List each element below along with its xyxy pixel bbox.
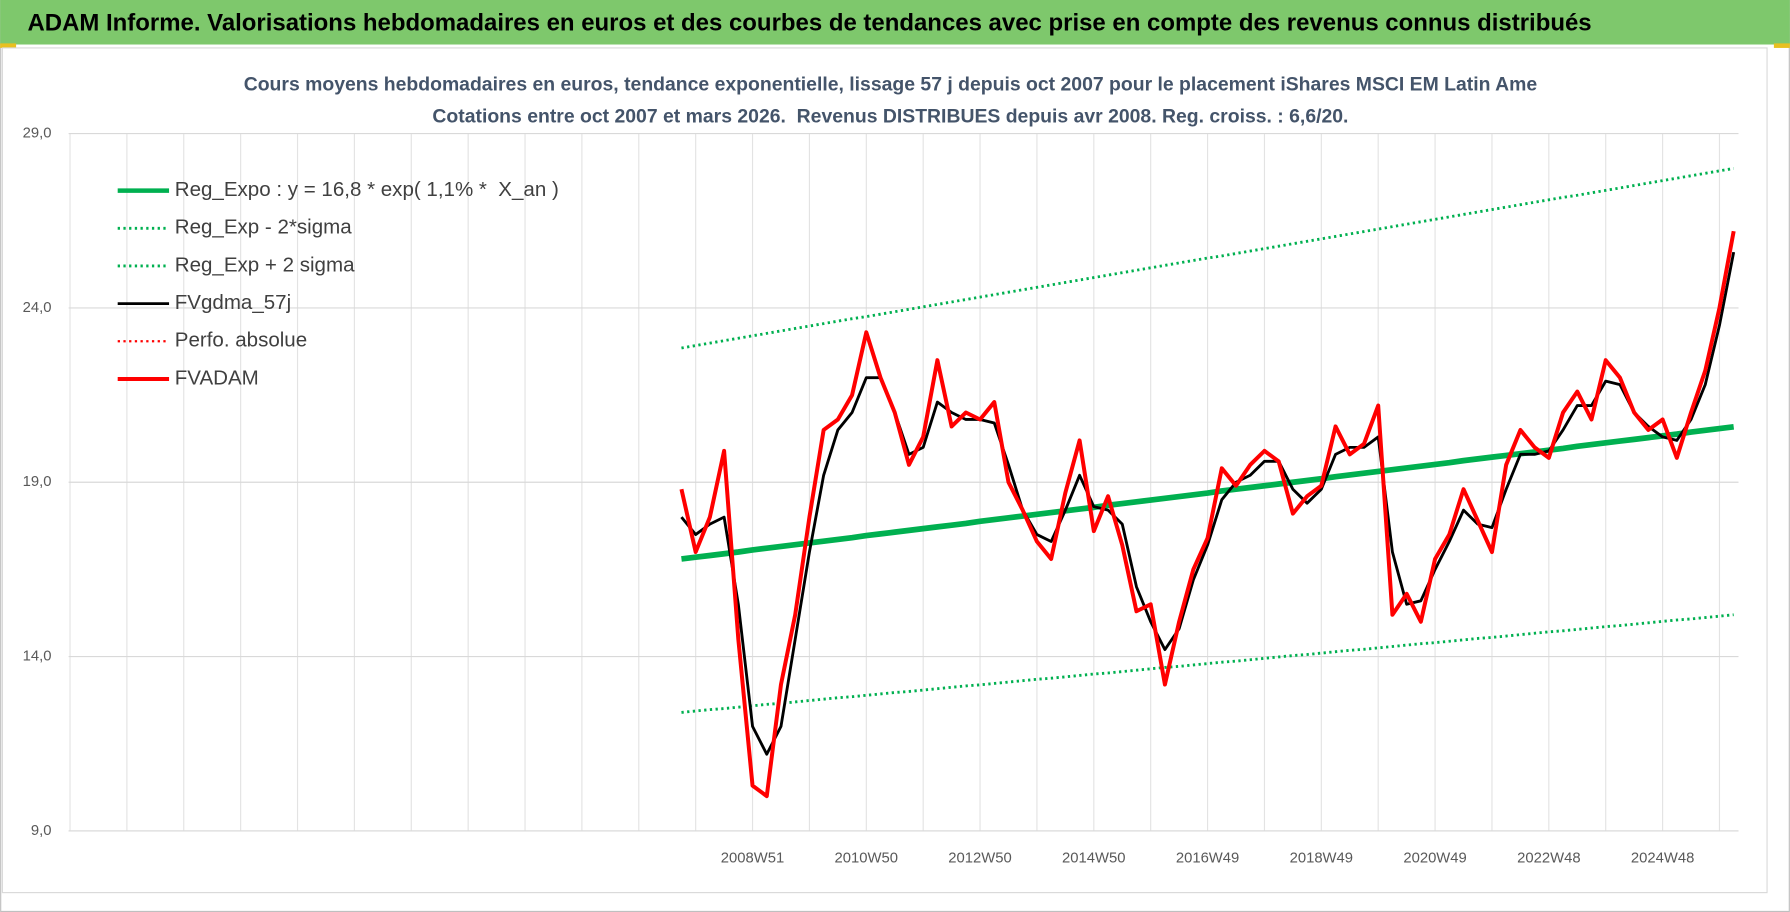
legend-label: Reg_Exp + 2 sigma [175,253,355,276]
grid: 9,0 14,0 19,0 24,0 29,0 2008W51 2010W50 2012W50… [23,125,1739,866]
legend-label: Reg_Expo : y = 16,8 * exp( 1,1% * X_an ) [175,178,559,201]
header-title: ADAM Informe. Valorisations hebdomadaire… [28,9,1592,36]
corner-mark [0,43,17,48]
y-tick-label: 9,0 [31,823,52,839]
legend-label: Perfo. absolue [175,329,307,352]
legend-label: Reg_Exp - 2*sigma [175,216,352,239]
x-tick-label: 2018W49 [1290,850,1353,866]
chart-title: Cours moyens hebdomadaires en euros, ten… [244,74,1538,96]
chart-subtitle: Cotations entre oct 2007 et mars 2026. R… [432,106,1348,128]
y-tick-label: 24,0 [23,300,52,316]
corner-mark [1773,43,1790,48]
header-bar [0,0,1790,45]
x-tick-label: 2022W48 [1517,850,1580,866]
legend-label: FVgdma_57j [175,291,291,314]
x-tick-label: 2008W51 [721,850,784,866]
y-tick-label: 19,0 [23,474,52,490]
series-line [681,423,1735,562]
x-tick-label: 2024W48 [1631,850,1694,866]
legend-label: FVADAM [175,366,259,389]
x-tick-label: 2012W50 [948,850,1011,866]
y-tick-label: 14,0 [23,649,52,665]
series-line [680,251,1736,756]
x-tick-label: 2010W50 [835,850,898,866]
y-tick-label: 29,0 [23,125,52,141]
x-tick-label: 2014W50 [1062,850,1125,866]
series-line [679,230,1736,799]
series-line [681,167,1734,350]
x-tick-label: 2020W49 [1403,850,1466,866]
x-tick-label: 2016W49 [1176,850,1239,866]
series-line [681,613,1734,714]
legend: Reg_Expo : y = 16,8 * exp( 1,1% * X_an )… [117,178,559,389]
plot [679,167,1736,799]
chart-area [1,47,1768,894]
